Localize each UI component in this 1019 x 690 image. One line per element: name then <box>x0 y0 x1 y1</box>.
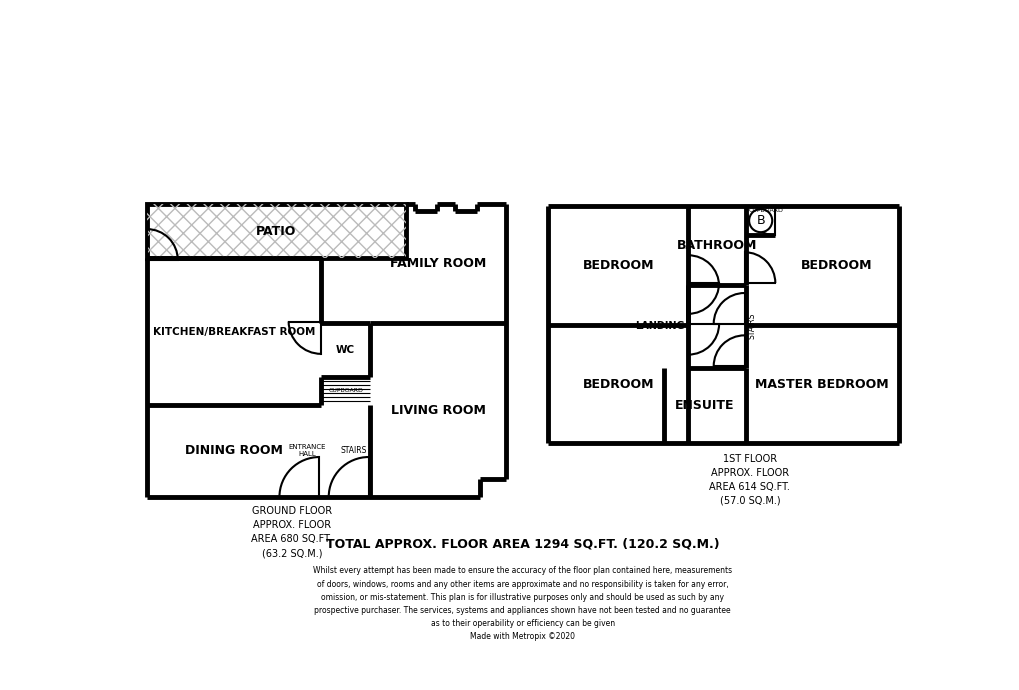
Text: STAIRS: STAIRS <box>747 313 756 339</box>
Text: BEDROOM: BEDROOM <box>800 259 872 272</box>
Text: WC: WC <box>335 345 355 355</box>
Text: LIVING ROOM: LIVING ROOM <box>390 404 485 417</box>
Text: ENSUITE: ENSUITE <box>675 399 734 412</box>
Text: BATHROOM: BATHROOM <box>677 239 757 252</box>
Text: ENTRANCE
HALL: ENTRANCE HALL <box>288 444 326 457</box>
Text: GROUND FLOOR
APPROX. FLOOR
AREA 680 SQ.FT.
(63.2 SQ.M.): GROUND FLOOR APPROX. FLOOR AREA 680 SQ.F… <box>251 506 332 558</box>
Text: KITCHEN/BREAKFAST ROOM: KITCHEN/BREAKFAST ROOM <box>153 326 315 337</box>
Text: 1ST FLOOR
APPROX. FLOOR
AREA 614 SQ.FT.
(57.0 SQ.M.): 1ST FLOOR APPROX. FLOOR AREA 614 SQ.FT. … <box>709 454 790 506</box>
Text: Whilst every attempt has been made to ensure the accuracy of the floor plan cont: Whilst every attempt has been made to en… <box>313 566 732 642</box>
Text: DINING ROOM: DINING ROOM <box>184 444 282 457</box>
Text: TOTAL APPROX. FLOOR AREA 1294 SQ.FT. (120.2 SQ.M.): TOTAL APPROX. FLOOR AREA 1294 SQ.FT. (12… <box>326 537 718 550</box>
Text: CUPBOARD: CUPBOARD <box>328 388 363 393</box>
Circle shape <box>748 209 771 232</box>
Bar <box>147 204 406 258</box>
Text: BEDROOM: BEDROOM <box>582 259 653 272</box>
Text: BEDROOM: BEDROOM <box>582 377 653 391</box>
Text: LANDING: LANDING <box>634 321 684 331</box>
Bar <box>147 204 406 258</box>
Text: B: B <box>756 214 764 227</box>
Text: CUPBOARD: CUPBOARD <box>748 208 783 213</box>
Text: MASTER BEDROOM: MASTER BEDROOM <box>755 377 889 391</box>
Text: PATIO: PATIO <box>256 225 297 238</box>
Text: FAMILY ROOM: FAMILY ROOM <box>389 257 486 270</box>
Text: STAIRS: STAIRS <box>339 446 366 455</box>
